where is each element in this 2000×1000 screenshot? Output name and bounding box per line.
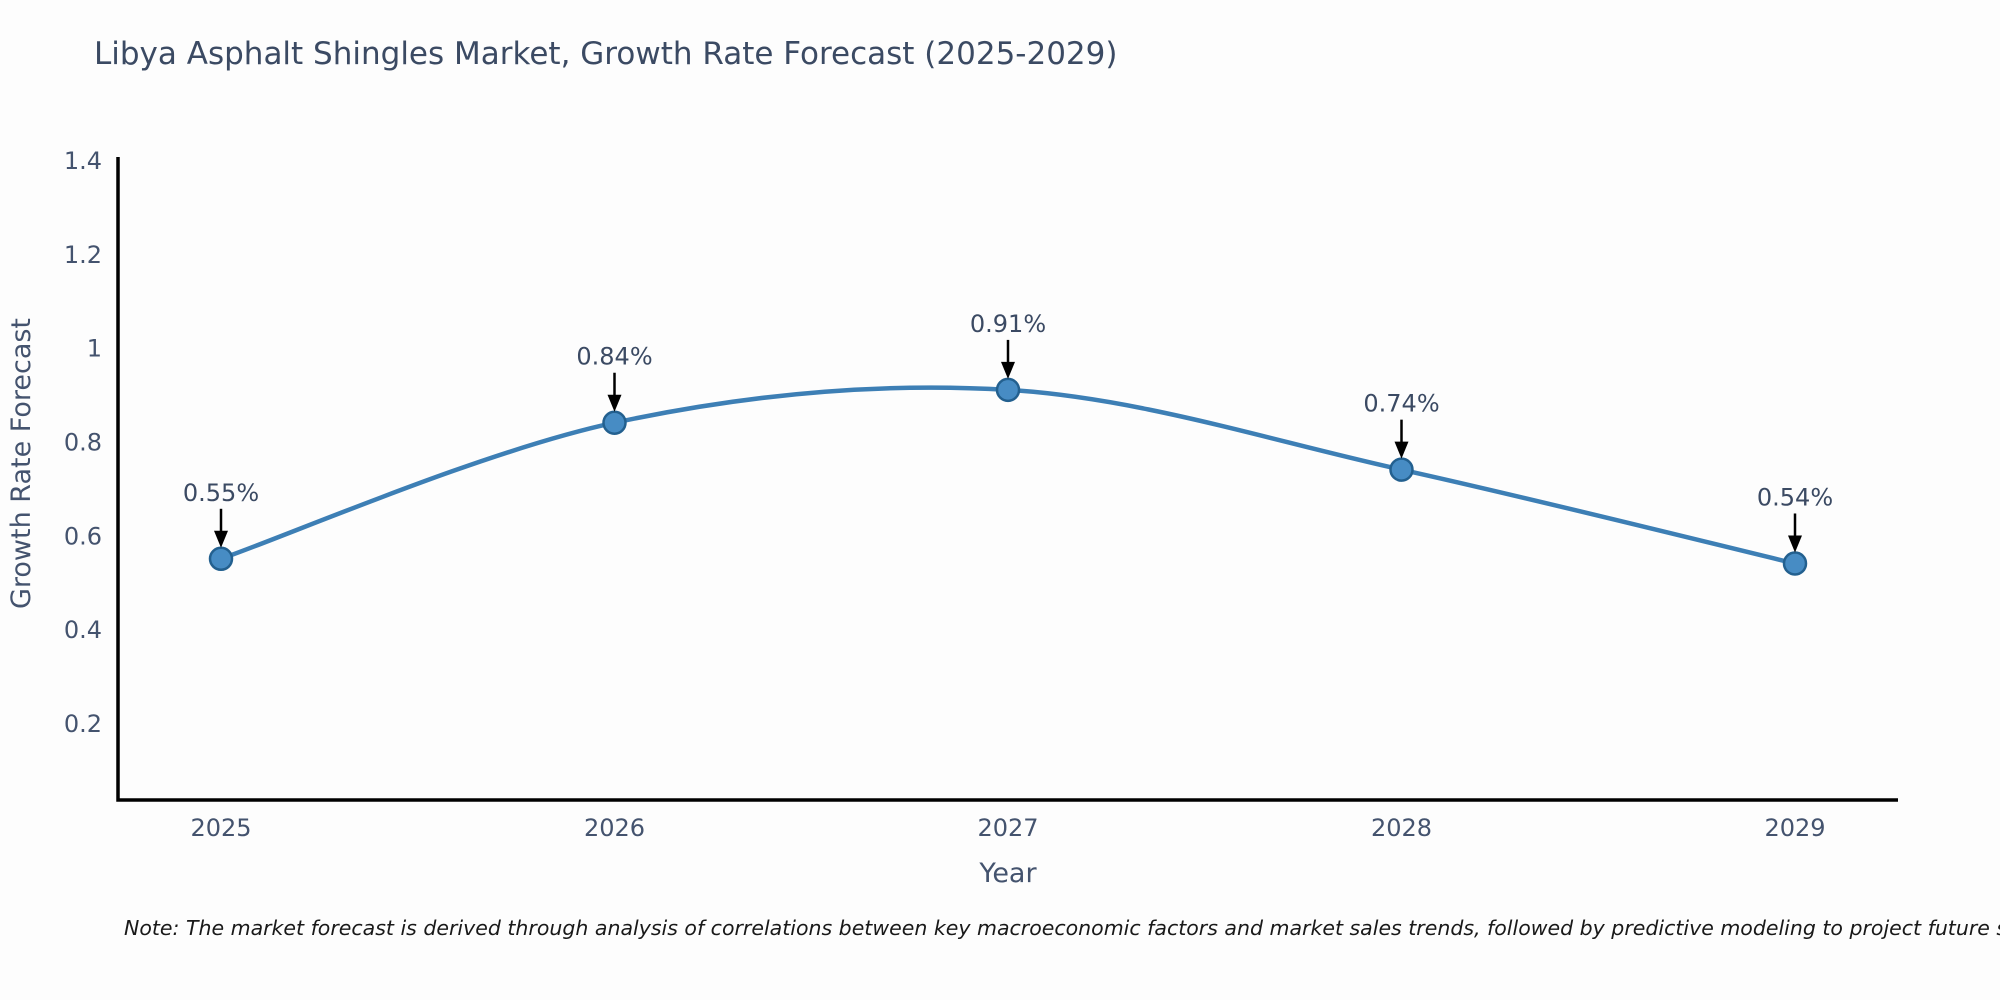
data-point-label-2028: 0.74% (1363, 390, 1439, 418)
x-tick-label-2027: 2027 (977, 814, 1038, 842)
annotation-arrowhead-icon-2026 (607, 394, 622, 412)
y-tick-label-1.4: 1.4 (64, 147, 102, 175)
y-tick-label-0.4: 0.4 (64, 616, 102, 644)
annotation-arrowhead-icon-2025 (214, 530, 228, 548)
annotation-arrowhead-icon-2027 (1001, 361, 1015, 379)
axis-spine (116, 157, 1898, 802)
growth-rate-line (218, 385, 1798, 566)
x-tick-label-2025: 2025 (190, 814, 251, 842)
data-point-marker-2028 (1389, 457, 1414, 482)
y-tick-label-0.2: 0.2 (64, 710, 102, 738)
x-tick-label-2026: 2026 (584, 814, 645, 842)
data-point-marker-2025 (208, 546, 234, 572)
annotation-arrowhead-icon-2028 (1394, 441, 1409, 459)
data-point-marker-2029 (1782, 551, 1808, 576)
annotation-arrowhead-icon-2029 (1788, 535, 1802, 553)
y-tick-label-0.8: 0.8 (64, 429, 102, 457)
x-axis-title: Year (978, 858, 1037, 889)
x-tick-label-2028: 2028 (1371, 814, 1432, 842)
chart-title: Libya Asphalt Shingles Market, Growth Ra… (94, 36, 1118, 72)
y-axis-title: Growth Rate Forecast (6, 318, 37, 609)
data-point-label-2029: 0.54% (1757, 483, 1833, 511)
y-tick-label-0.6: 0.6 (64, 522, 102, 550)
data-point-marker-2026 (602, 410, 627, 435)
chart-footnote: Note: The market forecast is derived thr… (124, 916, 2000, 940)
data-point-marker-2027 (995, 377, 1021, 403)
data-point-label-2027: 0.91% (970, 310, 1046, 338)
x-tick-label-2029: 2029 (1764, 814, 1825, 842)
y-tick-label-1.2: 1.2 (64, 241, 102, 269)
data-point-label-2025: 0.55% (183, 479, 259, 507)
data-point-label-2026: 0.84% (576, 343, 652, 371)
growth-rate-forecast-line-chart: 0.2 0.4 0.6 0.8 1 1.2 1.4 2025 2026 2027 2028 2029 Y… (6, 147, 1898, 889)
y-tick-label-1: 1 (87, 335, 102, 363)
